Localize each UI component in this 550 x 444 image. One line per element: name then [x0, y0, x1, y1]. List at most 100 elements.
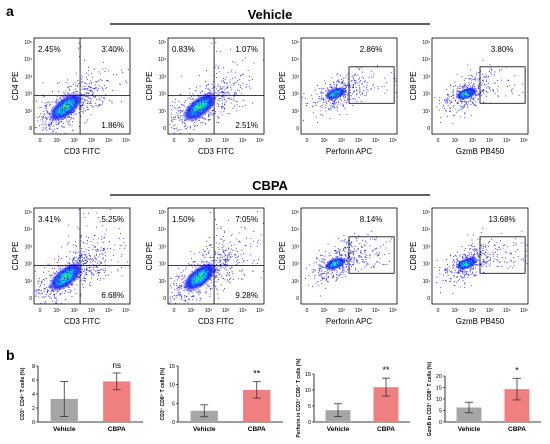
event-dot	[191, 281, 192, 283]
event-dot	[60, 276, 62, 278]
event-dot	[79, 102, 80, 104]
event-dot	[51, 128, 53, 130]
event-dot	[87, 260, 88, 262]
event-dot	[67, 121, 69, 123]
event-dot	[119, 244, 121, 246]
event-dot	[201, 269, 203, 271]
event-dot	[63, 117, 65, 118]
event-dot	[221, 80, 222, 82]
y-tick-label: 0	[427, 126, 430, 132]
event-dot	[208, 116, 210, 118]
event-dot	[336, 274, 337, 276]
event-dot	[195, 278, 196, 280]
event-dot	[72, 130, 74, 132]
event-dot	[56, 115, 58, 117]
event-dot	[436, 106, 438, 108]
event-dot	[332, 103, 334, 105]
event-dot	[57, 272, 59, 274]
event-dot	[337, 274, 339, 276]
event-dot	[65, 282, 67, 284]
event-dot	[359, 69, 361, 70]
x-tick-label: 10³	[486, 138, 494, 144]
x-axis-label: GzmB PB450	[456, 147, 505, 156]
event-dot	[44, 279, 45, 281]
event-dot	[312, 269, 314, 270]
event-dot	[105, 229, 107, 231]
event-dot	[171, 127, 173, 129]
event-dot	[480, 92, 482, 94]
event-dot	[217, 277, 219, 279]
event-dot	[471, 257, 473, 259]
event-dot	[183, 121, 185, 123]
event-dot	[482, 79, 483, 81]
event-dot	[339, 253, 340, 255]
event-dot	[100, 96, 102, 98]
event-dot	[44, 267, 46, 269]
event-dot	[335, 260, 337, 261]
event-dot	[351, 93, 353, 95]
x-tick-label: 10⁵	[520, 308, 528, 314]
event-dot	[55, 124, 57, 125]
event-dot	[497, 85, 499, 87]
event-dot	[181, 285, 183, 287]
event-dot	[200, 113, 202, 115]
event-dot	[73, 264, 75, 266]
event-dot	[457, 102, 459, 104]
event-dot	[473, 102, 474, 104]
event-dot	[450, 271, 452, 272]
event-dot	[200, 109, 202, 111]
event-dot	[46, 291, 48, 293]
event-dot	[198, 292, 200, 294]
event-dot	[472, 90, 474, 92]
event-dot	[327, 92, 328, 94]
event-dot	[86, 259, 87, 261]
event-dot	[464, 113, 466, 115]
event-dot	[215, 92, 217, 94]
event-dot	[312, 270, 314, 272]
event-dot	[50, 123, 52, 125]
event-dot	[180, 298, 182, 300]
event-dot	[66, 273, 68, 275]
event-dot	[464, 116, 466, 118]
event-dot	[89, 270, 91, 272]
event-dot	[55, 302, 57, 304]
event-dot	[325, 279, 327, 281]
event-dot	[220, 264, 222, 265]
x-tick-label: 10²	[205, 138, 213, 144]
event-dot	[226, 258, 228, 260]
event-dot	[191, 96, 193, 98]
event-dot	[178, 287, 180, 289]
event-dot	[450, 110, 452, 112]
event-dot	[49, 126, 51, 128]
x-tick-label: 0	[306, 308, 309, 314]
event-dot	[329, 270, 331, 272]
event-dot	[184, 119, 186, 121]
event-dot	[330, 261, 332, 263]
event-dot	[89, 285, 91, 287]
event-dot	[192, 109, 194, 111]
event-dot	[78, 263, 80, 265]
event-dot	[171, 291, 173, 293]
event-dot	[354, 245, 356, 247]
event-dot	[235, 100, 237, 102]
event-dot	[49, 128, 51, 130]
event-dot	[339, 249, 341, 250]
event-dot	[468, 96, 470, 97]
event-dot	[194, 264, 195, 266]
event-dot	[258, 259, 259, 261]
event-dot	[236, 104, 238, 106]
event-dot	[325, 268, 327, 269]
event-dot	[518, 94, 520, 96]
event-dot	[313, 262, 315, 264]
event-dot	[52, 118, 54, 120]
event-dot	[53, 282, 55, 284]
event-dot	[235, 254, 236, 256]
event-dot	[461, 276, 463, 278]
event-dot	[230, 102, 232, 104]
event-dot	[77, 97, 79, 98]
event-dot	[191, 285, 193, 287]
event-dot	[363, 90, 365, 91]
event-dot	[69, 258, 71, 260]
event-dot	[383, 264, 385, 266]
event-dot	[472, 258, 474, 260]
